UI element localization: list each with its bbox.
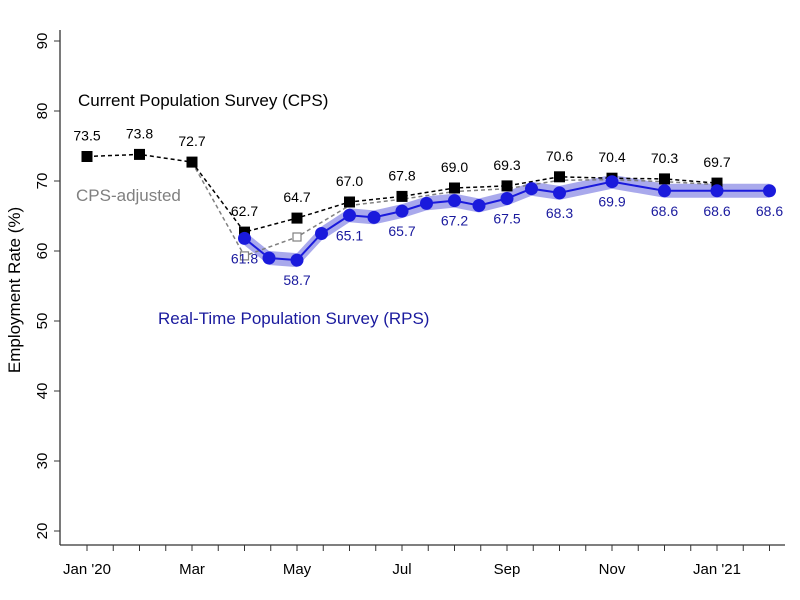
cps-data-label: 70.6 — [546, 148, 573, 164]
rps-point — [262, 251, 276, 265]
x-tick-label: May — [283, 561, 312, 578]
y-axis-title: Employment Rate (%) — [5, 207, 24, 373]
cps-point — [291, 212, 303, 224]
rps-point — [763, 184, 776, 198]
x-tick-label: Nov — [599, 561, 626, 578]
rps-data-label: 67.5 — [493, 211, 520, 227]
rps-data-label: 68.6 — [651, 203, 678, 219]
rps-point — [367, 210, 381, 224]
rps-point — [315, 227, 328, 240]
rps-point — [710, 184, 724, 198]
x-tick-label: Jan '20 — [63, 561, 111, 578]
rps-point — [605, 175, 619, 189]
cps-point — [501, 180, 513, 192]
cps-data-label: 69.3 — [493, 157, 520, 173]
cps-data-label: 73.5 — [73, 128, 100, 144]
y-tick-label: 90 — [34, 33, 51, 50]
rps-data-label: 65.1 — [336, 227, 363, 243]
cps-data-label: 67.8 — [388, 167, 415, 183]
cps-adjusted-point — [292, 232, 302, 242]
x-tick-label: Sep — [494, 561, 521, 578]
x-tick-label: Jan '21 — [693, 561, 741, 578]
cps-point — [659, 173, 670, 185]
rps-point — [343, 208, 356, 222]
rps-point — [658, 184, 671, 198]
legend-cps: Current Population Survey (CPS) — [78, 91, 328, 110]
legend-cps-adjusted: CPS-adjusted — [76, 186, 181, 205]
rps-point — [395, 204, 409, 218]
rps-point — [420, 196, 433, 210]
rps-point — [472, 199, 486, 212]
legend-rps: Real-Time Population Survey (RPS) — [158, 309, 429, 328]
cps-point — [554, 171, 565, 183]
cps-data-label: 72.7 — [178, 133, 205, 149]
cps-point — [81, 151, 93, 162]
y-tick-label: 30 — [34, 453, 51, 470]
cps-point — [186, 156, 198, 168]
rps-point — [525, 182, 538, 196]
y-tick-label: 50 — [34, 313, 51, 330]
rps-data-label: 69.9 — [598, 194, 625, 210]
rps-point — [290, 253, 304, 267]
y-tick-label: 70 — [34, 173, 51, 190]
cps-point — [396, 190, 408, 202]
y-tick-label: 80 — [34, 103, 51, 120]
cps-point — [134, 148, 145, 160]
cps-point — [449, 182, 460, 194]
rps-point — [500, 192, 514, 205]
rps-data-label: 68.6 — [703, 203, 730, 219]
cps-data-label: 73.8 — [126, 125, 153, 141]
rps-data-label: 67.2 — [441, 213, 468, 229]
cps-data-label: 70.3 — [651, 150, 678, 166]
rps-data-label: 68.3 — [546, 205, 573, 221]
cps-point — [711, 177, 723, 189]
rps-point — [448, 194, 461, 208]
cps-data-label: 67.0 — [336, 173, 363, 189]
cps-data-label: 69.7 — [703, 154, 730, 170]
rps-data-label: 58.7 — [283, 272, 310, 288]
cps-data-label: 70.4 — [598, 149, 625, 165]
cps-adjusted-point — [239, 251, 250, 261]
rps-point — [238, 231, 251, 245]
rps-point — [553, 186, 566, 200]
x-tick-label: Jul — [392, 561, 411, 578]
y-tick-label: 60 — [34, 243, 51, 260]
cps-adjusted-line — [191, 161, 718, 257]
x-tick-label: Mar — [179, 561, 205, 578]
cps-data-label: 62.7 — [231, 203, 258, 219]
cps-data-label: 64.7 — [283, 189, 310, 205]
y-tick-label: 20 — [34, 523, 51, 540]
cps-point — [344, 196, 355, 208]
cps-data-label: 69.0 — [441, 159, 468, 175]
rps-data-label: 65.7 — [388, 223, 415, 239]
y-tick-label: 40 — [34, 383, 51, 400]
rps-data-label: 68.6 — [756, 203, 783, 219]
rps-data-label: 61.8 — [231, 250, 258, 266]
